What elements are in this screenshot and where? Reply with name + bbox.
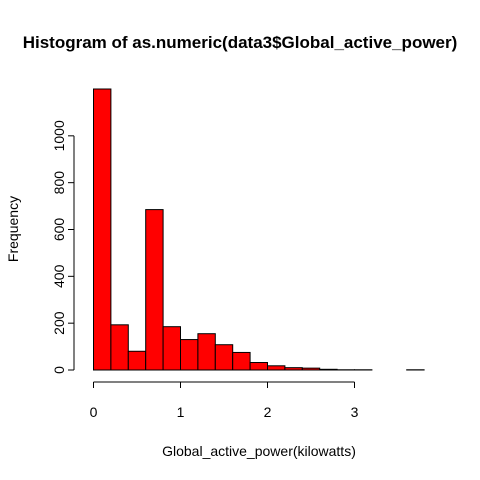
histogram-bar [249,362,269,371]
histogram-bar [284,367,303,371]
y-tick-label: 0 [51,366,67,374]
y-tick-label: 1000 [51,120,67,151]
x-axis: 0 1 2 3 [90,381,359,420]
histogram-bar [145,209,164,371]
y-axis: 0 200 400 600 800 1000 [51,120,75,374]
x-axis-label: Global_active_power(kilowatts) [162,443,356,459]
y-tick-label: 400 [51,264,67,288]
histogram-bar [267,365,286,371]
histogram-bar [93,88,112,371]
histogram-bar [301,367,321,371]
x-tick-label: 0 [90,404,98,420]
histogram-bar [127,350,147,371]
histogram-bar [319,368,338,371]
histogram-bar [180,339,199,371]
y-tick-label: 600 [51,218,67,242]
x-tick-label: 1 [177,404,185,420]
histogram-bar [214,344,234,371]
histogram-bar [162,326,182,371]
x-tick-label: 2 [264,404,272,420]
y-tick-label: 800 [51,171,67,195]
histogram-bar [197,333,216,371]
histogram-bars [93,88,425,371]
histogram-bar [110,324,129,371]
y-tick-label: 200 [51,311,67,335]
histogram-bar [232,351,251,371]
chart-title: Histogram of as.numeric(data3$Global_act… [23,33,458,52]
x-tick-label: 3 [351,404,359,420]
y-axis-label: Frequency [5,196,21,262]
